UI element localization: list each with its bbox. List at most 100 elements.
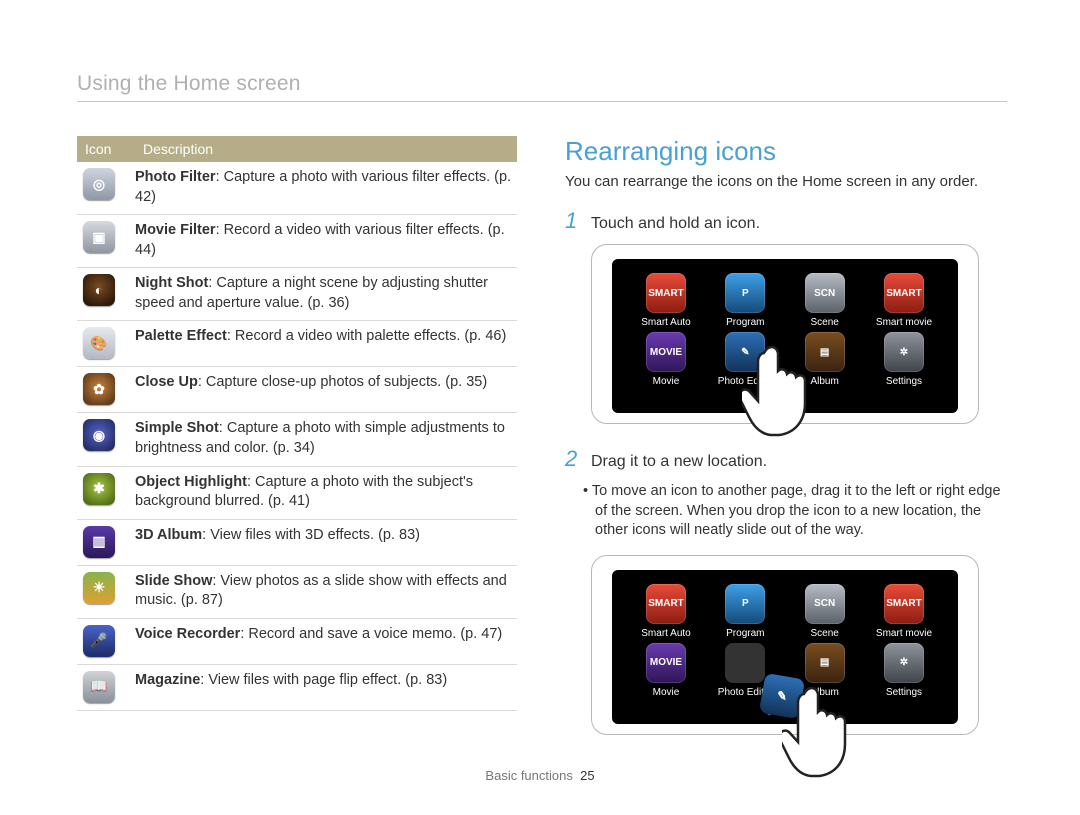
movie-filter-icon-cell: ▣: [81, 221, 135, 253]
movie-icon: MOVIE: [646, 643, 686, 683]
smart-auto-icon: SMART: [646, 584, 686, 624]
program-label: Program: [709, 317, 781, 328]
home-icon-smart-auto[interactable]: SMARTSmart Auto: [630, 584, 702, 639]
simple-shot-description: Simple Shot: Capture a photo with simple…: [135, 419, 513, 458]
step-1: 1 Touch and hold an icon.: [565, 208, 1007, 234]
ghost-slot: [725, 643, 765, 683]
home-icon-settings[interactable]: ✲ Settings: [868, 332, 940, 387]
right-column: Rearranging icons You can rearrange the …: [565, 136, 1007, 757]
home-icon-scene[interactable]: SCN Scene: [789, 273, 861, 328]
album-icon: ▤: [805, 643, 845, 683]
smart-movie-icon: SMART: [884, 273, 924, 313]
step-2: 2 Drag it to a new location.: [565, 446, 1007, 472]
voice-recorder-icon: 🎤: [83, 625, 115, 657]
table-row: ◎ Photo Filter: Capture a photo with vari…: [77, 162, 517, 215]
step-2-bullet: • To move an icon to another page, drag …: [565, 482, 1007, 541]
home-icon-smart-movie[interactable]: SMART Smart movie: [868, 584, 940, 639]
table-row: ▥ 3D Album: View files with 3D effects. (…: [77, 520, 517, 566]
magazine-icon-cell: 📖: [81, 671, 135, 703]
smart-movie-label: Smart movie: [868, 317, 940, 328]
home-grid-row: SMARTSmart Auto P Program SCNScene SMART Smar…: [630, 584, 940, 639]
footer-page-number: 25: [580, 768, 594, 783]
3d-album-icon: ▥: [83, 526, 115, 558]
dragged-icon: ✎: [759, 673, 805, 719]
home-icon-program[interactable]: P Program: [709, 584, 781, 639]
settings-icon: ✲: [884, 332, 924, 372]
home-grid-row: SMART Smart Auto P Program SCN Scene SMART Smar…: [630, 273, 940, 328]
voice-recorder-description: Voice Recorder: Record and save a voice …: [135, 625, 513, 645]
3d-album-icon-cell: ▥: [81, 526, 135, 558]
icon-table: Icon Description ◎ Photo Filter: Capture …: [77, 136, 517, 757]
table-row: 📖 Magazine: View files with page flip eff…: [77, 665, 517, 711]
object-highlight-icon-cell: ✱: [81, 473, 135, 505]
table-row: 🎨Palette Effect: Record a video with pal…: [77, 321, 517, 367]
home-grid-row: MOVIE Movie ✎ Photo Editor ▤Album ✲ Settings: [630, 332, 940, 387]
program-icon: P: [725, 584, 765, 624]
close-up-description: Close Up: Capture close-up photos of sub…: [135, 373, 513, 393]
night-shot-icon-cell: ◐: [81, 274, 135, 306]
table-row: ✿Close Up: Capture close-up photos of su…: [77, 367, 517, 413]
slide-show-icon: ☀: [83, 572, 115, 604]
voice-recorder-icon-cell: 🎤: [81, 625, 135, 657]
program-label: Program: [709, 628, 781, 639]
home-icon-album[interactable]: ▤Album: [789, 332, 861, 387]
photo-editor-icon: ✎: [725, 332, 765, 372]
slide-show-description: Slide Show: View photos as a slide show …: [135, 572, 513, 611]
movie-label: Movie: [630, 687, 702, 698]
movie-filter-description: Movie Filter: Record a video with variou…: [135, 221, 513, 260]
smart-movie-icon: SMART: [884, 584, 924, 624]
simple-shot-icon-cell: ◉: [81, 419, 135, 451]
table-row: ☀ Slide Show: View photos as a slide show…: [77, 566, 517, 619]
3d-album-description: 3D Album: View files with 3D effects. (p…: [135, 526, 513, 546]
smart-auto-icon: SMART: [646, 273, 686, 313]
magazine-icon: 📖: [83, 671, 115, 703]
smart-auto-label: Smart Auto: [630, 317, 702, 328]
table-row: ◐ Night Shot: Capture a night scene by ad…: [77, 268, 517, 321]
section-intro: You can rearrange the icons on the Home …: [565, 173, 1007, 190]
scene-icon: SCN: [805, 273, 845, 313]
night-shot-icon: ◐: [83, 274, 115, 306]
header-rule: [77, 101, 1007, 102]
smart-movie-label: Smart movie: [868, 628, 940, 639]
program-icon: P: [725, 273, 765, 313]
photo-filter-description: Photo Filter: Capture a photo with vario…: [135, 168, 513, 207]
movie-filter-icon: ▣: [83, 221, 115, 253]
table-body: ◎ Photo Filter: Capture a photo with vari…: [77, 162, 517, 711]
home-icon-photo-editor[interactable]: ✎ Photo Editor: [709, 332, 781, 387]
settings-icon: ✲: [884, 643, 924, 683]
table-row: ✱ Object Highlight: Capture a photo with …: [77, 467, 517, 520]
table-row: 🎤 Voice Recorder: Record and save a voice…: [77, 619, 517, 665]
object-highlight-description: Object Highlight: Capture a photo with t…: [135, 473, 513, 512]
page-indicator: ● · ·: [630, 391, 940, 409]
movie-label: Movie: [630, 376, 702, 387]
settings-label: Settings: [868, 687, 940, 698]
home-icon-scene[interactable]: SCNScene: [789, 584, 861, 639]
step-2-text: Drag it to a new location.: [591, 453, 767, 471]
album-icon: ▤: [805, 332, 845, 372]
slide-show-icon-cell: ☀: [81, 572, 135, 604]
page-footer: Basic functions 25: [0, 768, 1080, 783]
home-icon-program[interactable]: P Program: [709, 273, 781, 328]
home-icon-movie[interactable]: MOVIE Movie: [630, 332, 702, 387]
scene-label: Scene: [789, 317, 861, 328]
photo-filter-icon-cell: ◎: [81, 168, 135, 200]
table-header: Icon Description: [77, 136, 517, 162]
th-icon: Icon: [77, 136, 135, 162]
movie-icon: MOVIE: [646, 332, 686, 372]
object-highlight-icon: ✱: [83, 473, 115, 505]
settings-label: Settings: [868, 376, 940, 387]
palette-effect-description: Palette Effect: Record a video with pale…: [135, 327, 513, 347]
photo-editor-label: Photo Editor: [709, 376, 781, 387]
magazine-description: Magazine: View files with page flip effe…: [135, 671, 513, 691]
scene-icon: SCN: [805, 584, 845, 624]
screen-panel-2: SMARTSmart Auto P Program SCNScene SMART Smar…: [591, 555, 979, 735]
photo-filter-icon: ◎: [83, 168, 115, 200]
home-icon-settings[interactable]: ✲ Settings: [868, 643, 940, 698]
home-icon-smart-movie[interactable]: SMART Smart movie: [868, 273, 940, 328]
step-1-number: 1: [565, 208, 581, 234]
home-grid-1: SMART Smart Auto P Program SCN Scene SMART Smar…: [612, 259, 958, 413]
home-icon-movie[interactable]: MOVIE Movie: [630, 643, 702, 698]
home-icon-smart-auto[interactable]: SMART Smart Auto: [630, 273, 702, 328]
step-1-text: Touch and hold an icon.: [591, 215, 760, 233]
night-shot-description: Night Shot: Capture a night scene by adj…: [135, 274, 513, 313]
